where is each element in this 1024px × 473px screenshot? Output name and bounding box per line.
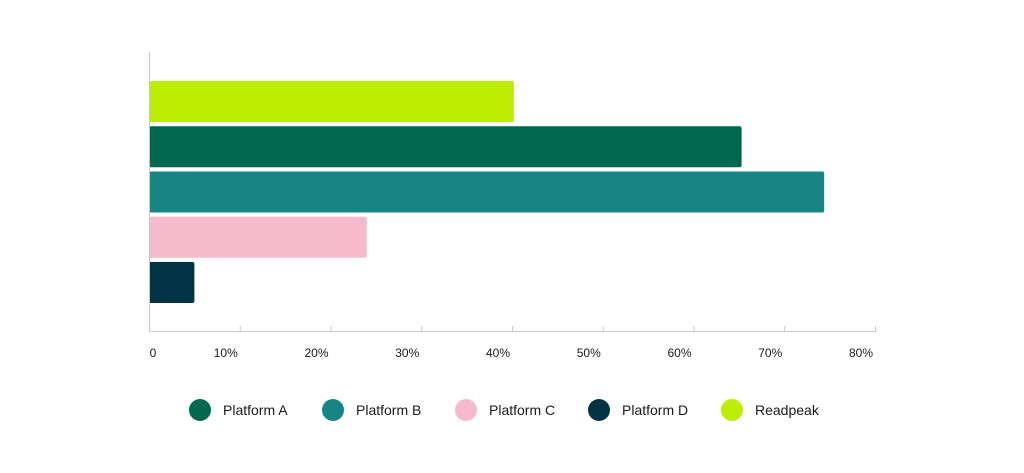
legend-label: Platform D [622, 402, 689, 418]
bar-platform-a [149, 126, 742, 168]
legend-item-platform-d: Platform D [588, 396, 688, 424]
bar-platform-b [149, 171, 825, 213]
bar-platform-c [149, 216, 367, 258]
legend-item-platform-a: Platform A [189, 396, 288, 424]
x-tick-label: 40% [486, 346, 510, 360]
x-tick-label: 0 [150, 346, 157, 360]
legend-item-platform-b: Platform B [322, 396, 421, 424]
legend-label: Platform B [356, 402, 422, 418]
legend-swatch [322, 399, 344, 421]
legend-label: Readpeak [755, 402, 819, 418]
bar-platform-d [149, 262, 195, 303]
x-tick-label: 10% [214, 346, 238, 360]
legend-item-platform-c: Platform C [455, 396, 555, 424]
x-tick-label: 20% [304, 346, 328, 360]
legend-swatch [189, 399, 211, 421]
legend: Platform A Platform B Platform C Platfor… [0, 396, 1024, 424]
bars-group [149, 81, 825, 303]
legend-item-readpeak: Readpeak [721, 396, 819, 424]
legend-swatch [455, 399, 477, 421]
x-tick-label: 60% [667, 346, 691, 360]
legend-label: Platform C [489, 402, 556, 418]
legend-swatch [588, 399, 610, 421]
x-tick-label: 70% [758, 346, 782, 360]
legend-label: Platform A [223, 402, 288, 418]
x-tick-label: 50% [577, 346, 601, 360]
legend-swatch [721, 399, 743, 421]
x-tick-label: 30% [395, 346, 419, 360]
x-tick-label: 80% [849, 346, 873, 360]
bar-readpeak [149, 81, 514, 122]
x-tick-group: 0 10% 20% 30% 40% 50% 60% 70% 80% [149, 326, 876, 360]
